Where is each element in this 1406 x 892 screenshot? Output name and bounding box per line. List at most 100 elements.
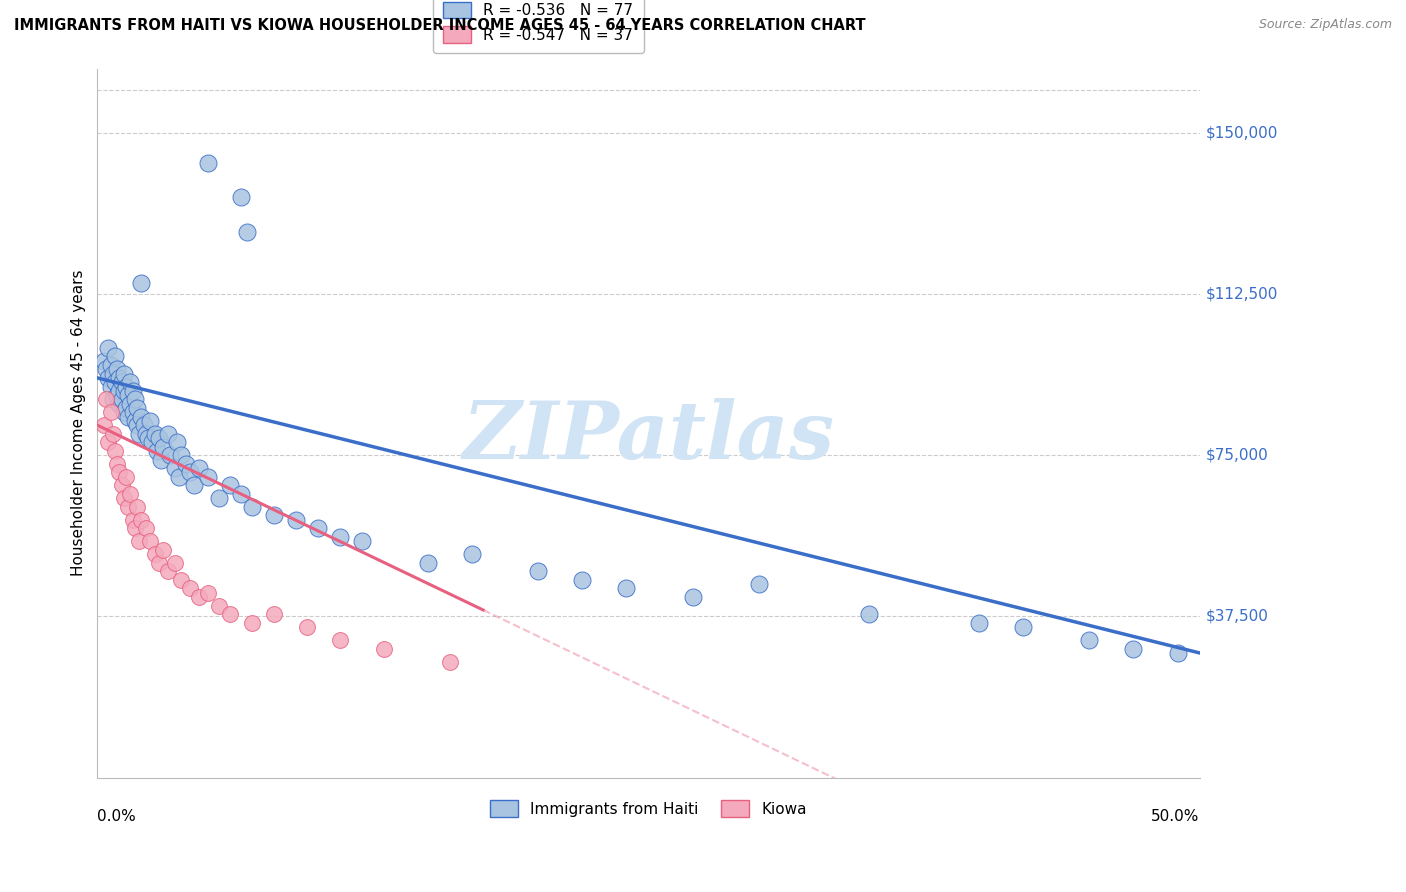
Point [128,534,150,549]
Point [112,405,135,419]
Point [117,388,139,402]
Point [136,431,159,445]
Point [125,500,148,514]
Text: $37,500: $37,500 [1206,609,1270,624]
Point [284,513,307,527]
Point [197,586,219,600]
Point [295,620,318,634]
Text: $112,500: $112,500 [1206,286,1278,301]
Point [163,461,186,475]
Text: Source: ZipAtlas.com: Source: ZipAtlas.com [1258,18,1392,31]
Point [307,521,329,535]
Point [461,547,484,561]
Point [187,590,209,604]
Point [112,384,135,398]
Point [218,478,240,492]
Point [120,375,142,389]
Point [967,615,990,630]
Point [110,478,132,492]
Point [128,426,150,441]
Point [1012,620,1035,634]
Point [1078,633,1101,648]
Point [125,418,148,433]
Point [229,487,252,501]
Point [108,397,131,411]
Point [170,448,193,462]
Point [218,607,240,622]
Point [197,469,219,483]
Legend: Immigrants from Haiti, Kiowa: Immigrants from Haiti, Kiowa [484,794,813,823]
Point [240,500,263,514]
Point [131,513,153,527]
Point [229,190,252,204]
Point [135,426,157,441]
Point [170,573,193,587]
Point [858,607,880,622]
Point [527,564,550,578]
Point [117,409,139,424]
Point [104,375,127,389]
Point [132,418,155,433]
Point [131,277,153,291]
Point [139,534,162,549]
Point [124,414,146,428]
Text: IMMIGRANTS FROM HAITI VS KIOWA HOUSEHOLDER INCOME AGES 45 - 64 YEARS CORRELATION: IMMIGRANTS FROM HAITI VS KIOWA HOUSEHOLD… [14,18,866,33]
Point [179,582,201,596]
Point [571,573,593,587]
Point [105,388,128,402]
Point [350,534,373,549]
Point [143,426,166,441]
Point [146,444,169,458]
Point [101,426,124,441]
Point [748,577,770,591]
Point [96,392,118,407]
Point [112,367,135,381]
Point [156,426,179,441]
Point [163,556,186,570]
Point [104,444,127,458]
Point [93,418,115,433]
Point [174,457,197,471]
Y-axis label: Householder Income Ages 45 - 64 years: Householder Income Ages 45 - 64 years [72,269,86,576]
Point [105,362,128,376]
Text: ZIPatlas: ZIPatlas [463,399,835,476]
Point [108,466,131,480]
Point [159,448,181,462]
Point [120,487,142,501]
Point [1122,641,1144,656]
Point [108,384,131,398]
Point [115,469,138,483]
Text: $150,000: $150,000 [1206,126,1278,140]
Point [152,542,174,557]
Point [148,431,170,445]
Point [197,156,219,170]
Point [97,435,120,450]
Point [167,469,190,483]
Point [97,341,120,355]
Point [104,350,127,364]
Point [124,521,146,535]
Point [207,491,229,506]
Point [682,590,704,604]
Point [101,392,124,407]
Point [616,582,638,596]
Point [100,405,122,419]
Point [150,452,173,467]
Point [152,440,174,454]
Point [108,371,131,385]
Point [110,375,132,389]
Point [124,392,146,407]
Point [125,401,148,415]
Point [120,397,142,411]
Point [207,599,229,613]
Point [143,547,166,561]
Point [135,521,157,535]
Text: $75,000: $75,000 [1206,448,1270,463]
Point [183,478,205,492]
Point [121,384,143,398]
Point [236,225,259,239]
Point [263,508,285,523]
Point [148,556,170,570]
Point [187,461,209,475]
Point [97,371,120,385]
